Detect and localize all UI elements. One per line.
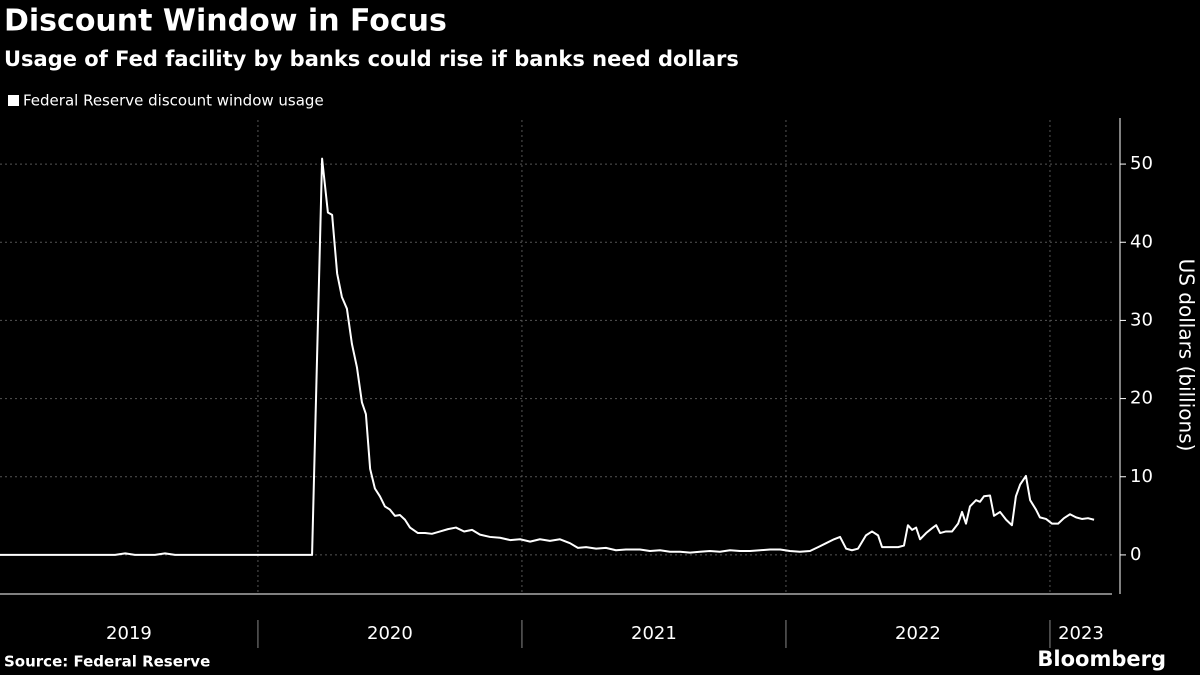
y-tick-label: 0 — [1130, 544, 1141, 565]
chart-title: Discount Window in Focus — [4, 4, 447, 39]
x-tick-label: 2023 — [1058, 623, 1104, 644]
y-tick-label: 30 — [1130, 309, 1153, 330]
x-tick-label: 2019 — [106, 623, 152, 644]
data-line — [0, 157, 1095, 556]
legend-label: Federal Reserve discount window usage — [23, 92, 324, 110]
y-tick-label: 10 — [1130, 466, 1153, 487]
y-axis-title: US dollars (billions) — [1175, 259, 1199, 452]
y-tick-label: 50 — [1130, 153, 1153, 174]
brand: Bloomberg — [1037, 647, 1166, 671]
chart-subtitle: Usage of Fed facility by banks could ris… — [4, 47, 739, 71]
x-tick-label: 2021 — [631, 623, 677, 644]
y-tick-label: 40 — [1130, 231, 1153, 252]
source: Source: Federal Reserve — [4, 653, 210, 671]
x-tick-label: 2020 — [367, 623, 413, 644]
legend-swatch — [8, 95, 19, 106]
x-tick-label: 2022 — [895, 623, 941, 644]
y-tick-label: 20 — [1130, 388, 1153, 409]
